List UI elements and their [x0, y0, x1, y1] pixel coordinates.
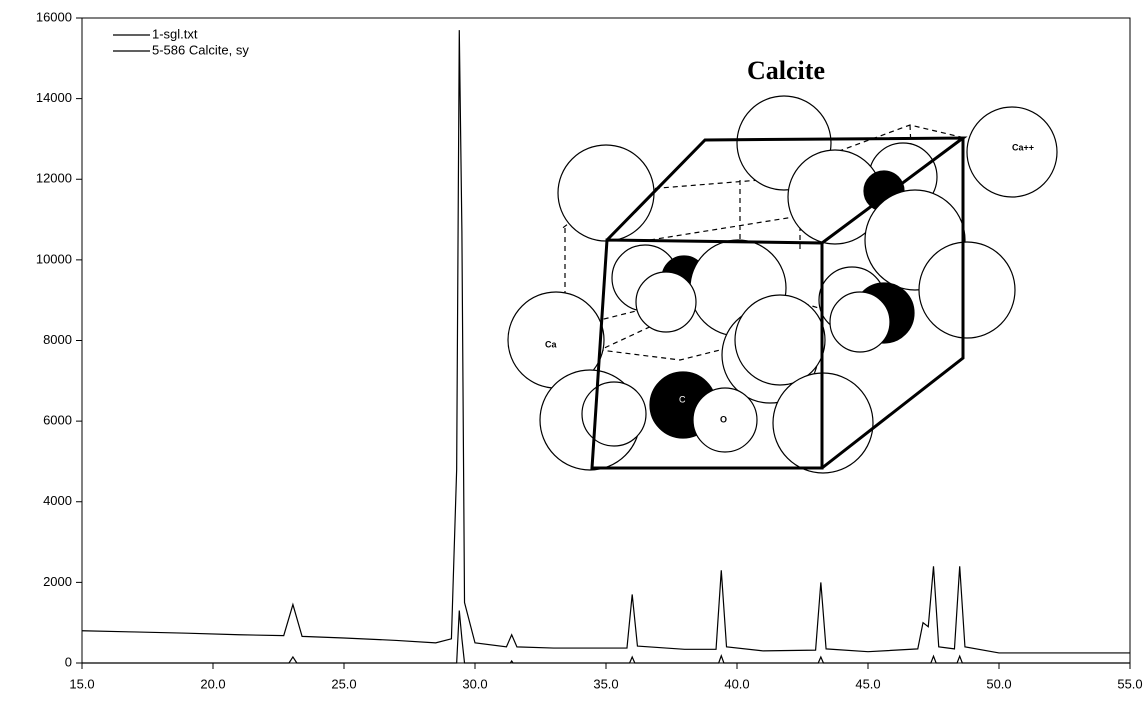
x-tick-label: 40.0 [724, 676, 749, 691]
atom-label: Ca++ [1012, 142, 1034, 152]
x-tick-label: 15.0 [69, 676, 94, 691]
y-tick-label: 8000 [43, 332, 72, 347]
x-tick-label: 55.0 [1117, 676, 1142, 691]
x-tick-label: 25.0 [331, 676, 356, 691]
y-tick-label: 14000 [36, 90, 72, 105]
x-tick-label: 20.0 [200, 676, 225, 691]
y-tick-label: 6000 [43, 413, 72, 428]
series-line [81, 30, 1130, 654]
x-tick-label: 50.0 [986, 676, 1011, 691]
y-tick-label: 4000 [43, 493, 72, 508]
legend-label: 5-586 Calcite, sy [152, 42, 249, 57]
atom-label: Ca [545, 339, 557, 349]
inset-title: Calcite [747, 56, 825, 85]
x-tick-label: 30.0 [462, 676, 487, 691]
y-tick-label: 0 [65, 654, 72, 669]
crystal-inset [507, 95, 1058, 474]
x-tick-label: 45.0 [855, 676, 880, 691]
x-tick-label: 35.0 [593, 676, 618, 691]
atom-label: O [720, 414, 727, 424]
series-line [82, 610, 1130, 664]
y-tick-label: 10000 [36, 251, 72, 266]
atom-label: C [679, 394, 686, 404]
y-tick-label: 2000 [43, 574, 72, 589]
legend-label: 1-sgl.txt [152, 26, 198, 41]
y-tick-label: 16000 [36, 9, 72, 24]
y-tick-label: 12000 [36, 171, 72, 186]
